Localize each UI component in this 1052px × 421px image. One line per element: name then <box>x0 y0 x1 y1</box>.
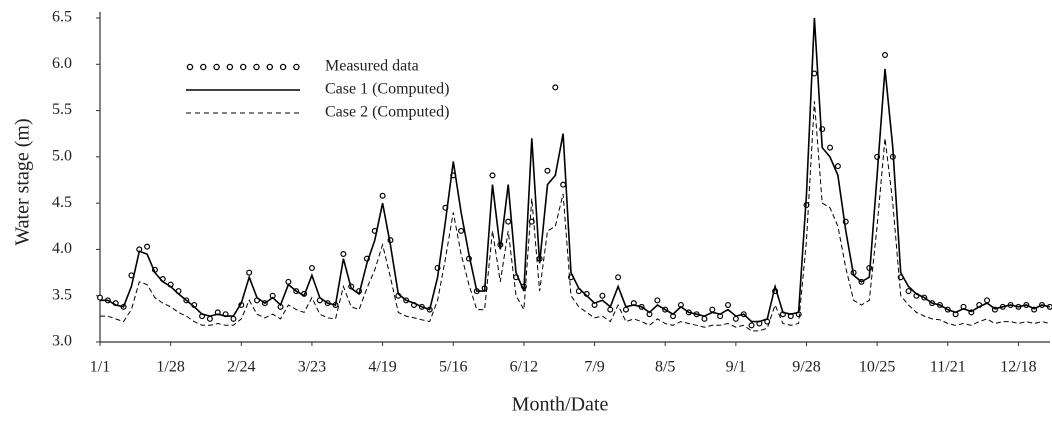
y-tick-label: 3.5 <box>52 286 72 303</box>
x-tick-label: 5/16 <box>439 359 467 376</box>
y-tick-label: 6.0 <box>52 55 72 72</box>
series-line <box>100 101 1050 332</box>
data-point <box>285 278 292 285</box>
x-tick-label: 11/21 <box>930 359 966 376</box>
data-point <box>206 315 213 322</box>
x-tick-label: 3/23 <box>298 359 326 376</box>
y-tick-label: 5.5 <box>52 101 72 118</box>
legend-marker <box>200 63 207 71</box>
data-point <box>505 218 512 225</box>
data-point <box>552 84 559 91</box>
y-tick-label: 6.5 <box>52 9 72 26</box>
legend-marker <box>239 63 247 71</box>
data-point <box>489 172 496 179</box>
data-point <box>827 144 834 151</box>
x-tick-label: 8/5 <box>655 359 675 376</box>
legend-marker <box>279 63 287 71</box>
legend-marker <box>226 63 234 71</box>
x-tick-label: 1/1 <box>90 359 110 376</box>
x-tick-label: 12/18 <box>1000 359 1036 376</box>
x-tick-label: 7/9 <box>584 359 604 376</box>
x-tick-label: 1/28 <box>156 359 184 376</box>
x-axis-title: Month/Date <box>512 394 609 416</box>
data-point <box>544 167 551 174</box>
y-tick-label: 3.0 <box>52 333 72 350</box>
data-point <box>732 315 739 322</box>
x-tick-label: 10/25 <box>859 359 895 376</box>
legend-label: Case 2 (Computed) <box>325 104 449 121</box>
data-point <box>984 297 991 304</box>
data-point <box>230 315 237 322</box>
data-point <box>607 306 614 313</box>
x-tick-label: 6/12 <box>510 359 538 376</box>
y-tick-label: 4.0 <box>52 240 72 257</box>
y-axis-title: Water stage (m) <box>12 118 34 245</box>
data-point <box>246 269 253 276</box>
data-point <box>905 288 912 295</box>
legend-marker <box>186 63 194 71</box>
data-point <box>834 163 841 170</box>
x-tick-label: 9/1 <box>726 359 746 376</box>
x-tick-label: 4/19 <box>368 359 396 376</box>
data-point <box>724 301 731 308</box>
data-point <box>654 297 661 304</box>
x-tick-label: 9/28 <box>792 359 820 376</box>
data-point <box>701 315 708 322</box>
data-point <box>709 306 716 313</box>
data-point <box>458 227 465 234</box>
legend-marker <box>213 63 220 71</box>
data-point <box>560 181 567 188</box>
data-point <box>308 264 315 271</box>
legend-label: Case 1 (Computed) <box>325 81 449 98</box>
data-point <box>340 251 347 258</box>
data-point <box>881 52 888 59</box>
y-tick-label: 5.0 <box>52 148 72 165</box>
legend-marker <box>293 63 300 71</box>
data-point <box>748 322 755 329</box>
legend-marker <box>253 63 260 71</box>
y-tick-label: 4.5 <box>52 194 72 211</box>
legend-marker <box>266 63 274 71</box>
data-point <box>144 243 151 250</box>
series-line <box>100 17 1050 323</box>
data-point <box>599 292 606 299</box>
data-point <box>96 294 103 301</box>
x-tick-label: 2/24 <box>227 359 255 376</box>
data-point <box>379 192 386 199</box>
legend-label: Measured data <box>325 58 419 75</box>
data-point <box>622 306 629 313</box>
data-point <box>615 274 622 281</box>
